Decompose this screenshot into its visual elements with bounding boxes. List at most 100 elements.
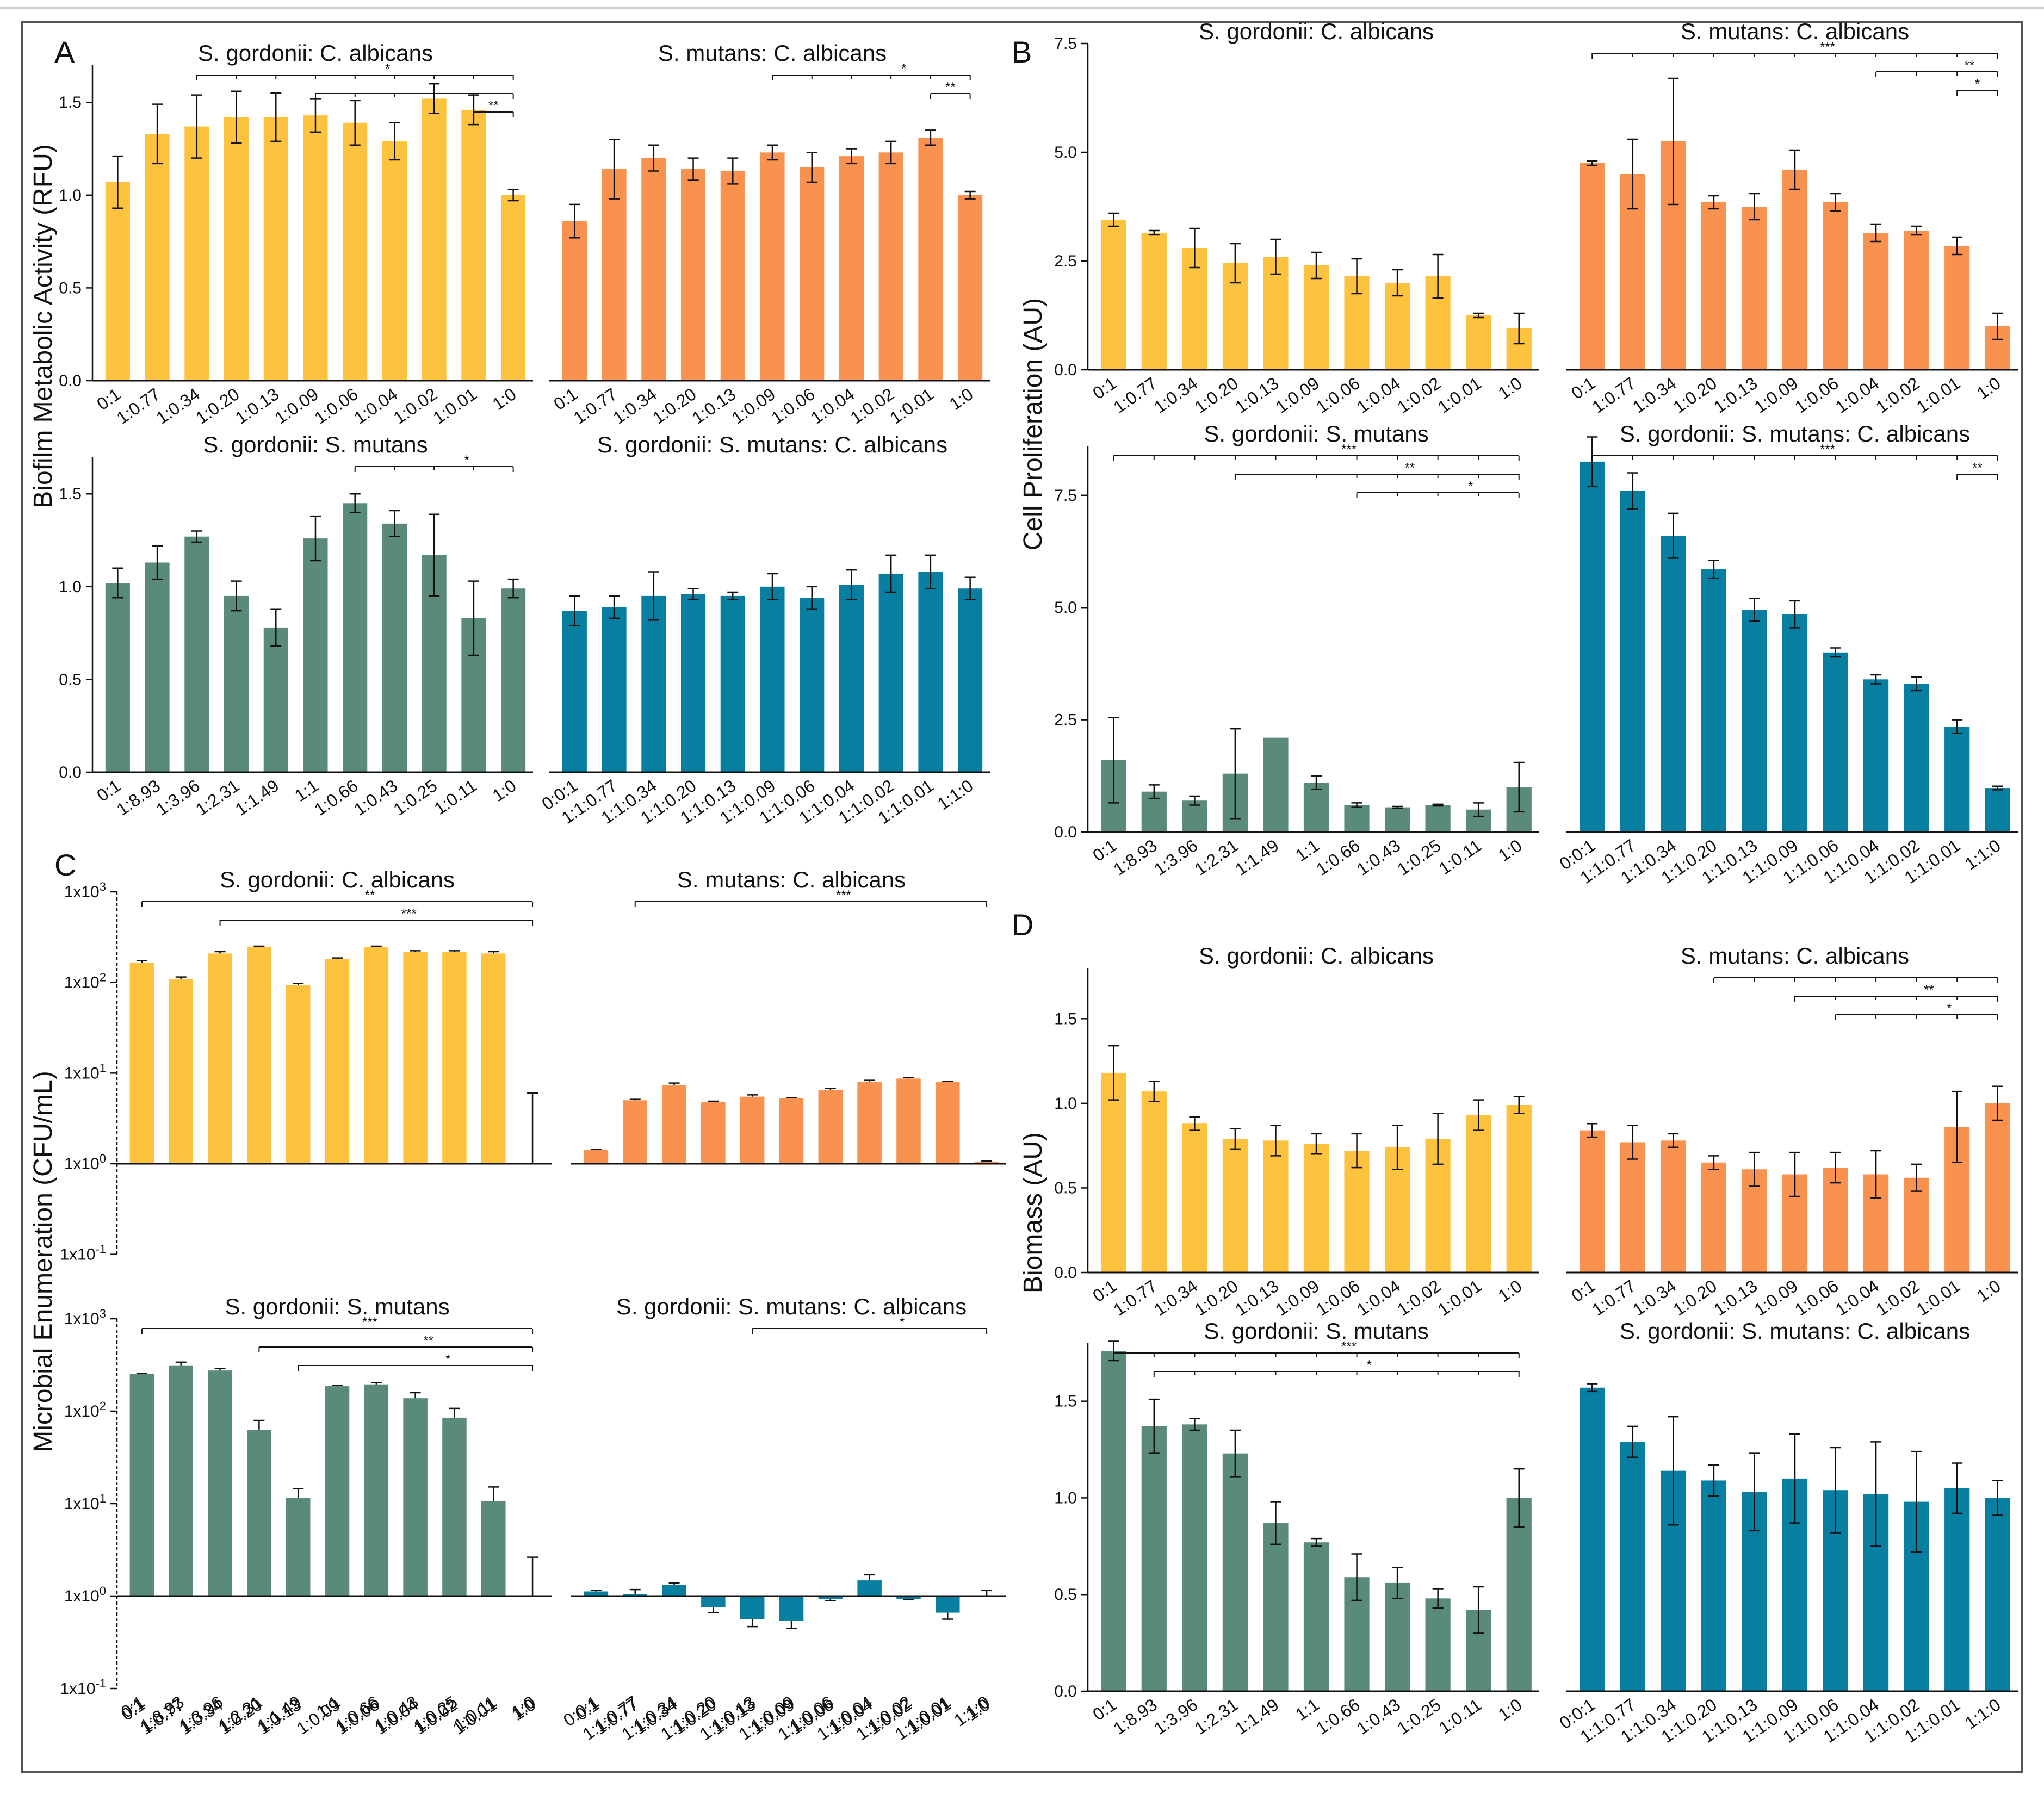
bar-1:0.09	[1303, 265, 1329, 370]
bar-1:0.43	[403, 1398, 428, 1596]
bar-1:0.34	[184, 126, 209, 381]
x-tick-label: 1:0	[1495, 1694, 1526, 1724]
y-tick-label: 0.0	[1054, 1264, 1077, 1282]
x-tick-label: 1:0.20	[1669, 1276, 1720, 1320]
sig-label: *	[900, 1315, 905, 1330]
sig-label: *	[385, 61, 390, 76]
x-tick-label: 1:0.20	[192, 384, 243, 428]
bar-1:1:0	[1985, 788, 2010, 832]
bar-1:1:0.04	[1863, 679, 1889, 832]
y-tick-label: 1x102	[64, 1399, 106, 1420]
x-tick-label: 1:0	[1973, 373, 2004, 403]
bar-1:0.01	[1944, 246, 1970, 370]
chart-title: S. gordonii: S. mutans	[1204, 421, 1428, 446]
bar-1:1:0.34	[662, 1585, 686, 1596]
x-tick-label: 1:0.06	[1312, 373, 1364, 417]
x-tick-label: 1:0.43	[1353, 1694, 1404, 1739]
x-tick-label: 1:0.43	[1353, 835, 1404, 879]
x-tick-label: 1:3.96	[1150, 1694, 1201, 1739]
x-tick-label: 1:3.96	[1150, 835, 1201, 879]
y-tick-label: 1x103	[64, 1307, 106, 1328]
y-tick-label: 2.5	[1054, 252, 1077, 270]
x-tick-label: 1:0.20	[1669, 373, 1720, 417]
bar-1:0.77	[1141, 1091, 1167, 1272]
y-tick-label: 0.0	[1054, 1683, 1077, 1700]
bar-0:1	[1580, 1130, 1605, 1272]
bar-1:0.02	[878, 152, 903, 381]
x-tick-label: 1:0.02	[1393, 1276, 1445, 1320]
x-tick-label: 1:0.25	[1393, 835, 1445, 879]
x-tick-label: 1:0	[946, 384, 977, 414]
bar-1:0.43	[1384, 1582, 1410, 1691]
x-tick-label: 1:0.04	[350, 384, 401, 428]
bar-1:0.34	[1182, 248, 1207, 370]
chart-title: S. gordonii: S. mutans	[203, 432, 428, 457]
sig-label: ***	[1820, 442, 1835, 457]
bar-1:0.77	[1141, 233, 1167, 370]
bar-1:0.02	[442, 952, 467, 1164]
chart-C4: S. gordonii: S. mutans: C. albicans0:0:1…	[560, 1294, 1006, 1744]
bar-1:0.13	[286, 985, 311, 1164]
x-tick-label: 1:0.77	[1110, 373, 1161, 417]
bar-0:1	[1580, 163, 1605, 370]
bar-1:0.01	[1466, 1115, 1491, 1272]
x-tick-label: 1:0.66	[1312, 835, 1364, 879]
x-tick-label: 1:0.02	[847, 384, 898, 428]
bar-1:1:0.34	[641, 595, 666, 772]
x-tick-label: 1:0.02	[1872, 1276, 1923, 1320]
bar-1:1	[1303, 783, 1329, 832]
y-tick-label: 1.0	[59, 578, 82, 596]
x-tick-label: 1:0.01	[1434, 373, 1485, 417]
bar-1:0.06	[800, 167, 825, 381]
sig-label: *	[1367, 1358, 1372, 1373]
sig-label: ***	[1820, 40, 1835, 54]
bar-1:1:0.20	[701, 1596, 726, 1607]
x-tick-label: 1:2.31	[1191, 1694, 1242, 1739]
x-tick-label: 1:0	[489, 384, 520, 414]
x-tick-label: 1:0.09	[1750, 373, 1801, 417]
y-label-B: Cell Proliferation (AU)	[1019, 298, 1048, 550]
sig-label: *	[1947, 1001, 1952, 1016]
bar-1:1	[1303, 1542, 1329, 1691]
x-tick-label: 1:8.93	[1110, 1694, 1161, 1739]
sig-label: **	[488, 98, 499, 113]
bar-1:1:0.77	[1620, 1442, 1645, 1691]
bar-1:3.96	[1182, 1424, 1207, 1691]
chart-D4: S. gordonii: S. mutans: C. albicans0:0:1…	[1556, 1318, 2018, 1747]
x-tick-label: 1:1.49	[1231, 1694, 1283, 1739]
x-tick-label: 1:0.77	[1588, 373, 1639, 417]
x-tick-label: 1:0.34	[1629, 1276, 1680, 1320]
x-tick-label: 1:0.06	[1791, 1276, 1842, 1320]
chart-title: S. gordonii: S. mutans: C. albicans	[616, 1294, 967, 1319]
bar-1:1.49	[263, 627, 288, 772]
bar-1:0	[1506, 1498, 1532, 1691]
chart-A4: S. gordonii: S. mutans: C. albicans0:0:1…	[538, 432, 990, 828]
bar-1:0.13	[1742, 207, 1767, 370]
x-tick-label: 1:0	[1973, 1276, 2004, 1306]
bar-1:1:0.77	[602, 607, 627, 772]
bar-1:1:0.06	[818, 1596, 843, 1599]
bar-1:1:0.13	[720, 595, 745, 772]
bar-1:0.06	[1823, 1168, 1848, 1272]
bar-1:0.09	[1303, 1144, 1329, 1272]
bar-0:1	[1101, 1072, 1126, 1272]
bar-1:0.01	[918, 138, 943, 381]
bar-1:1:0	[958, 588, 983, 772]
bar-1:1	[325, 1386, 350, 1596]
bar-1:2.31	[224, 595, 249, 772]
bar-1:0.09	[325, 959, 350, 1164]
bar-1:3.96	[184, 536, 209, 772]
x-tick-label: 1:0.13	[1231, 373, 1283, 417]
bar-1:1:0.06	[800, 598, 825, 772]
bar-1:0	[974, 1162, 999, 1164]
x-tick-label: 1:0.11	[430, 775, 480, 818]
bar-0:1	[105, 583, 130, 772]
bar-1:0.06	[343, 122, 368, 381]
bar-0:1	[129, 963, 154, 1164]
top-rule	[0, 7, 2044, 9]
y-tick-label: 1.0	[59, 187, 82, 204]
x-tick-label: 1:8.93	[113, 775, 164, 820]
sig-label: **	[365, 888, 375, 903]
sig-label: *	[464, 453, 469, 468]
x-tick-label: 1:0.01	[1913, 1276, 1964, 1320]
